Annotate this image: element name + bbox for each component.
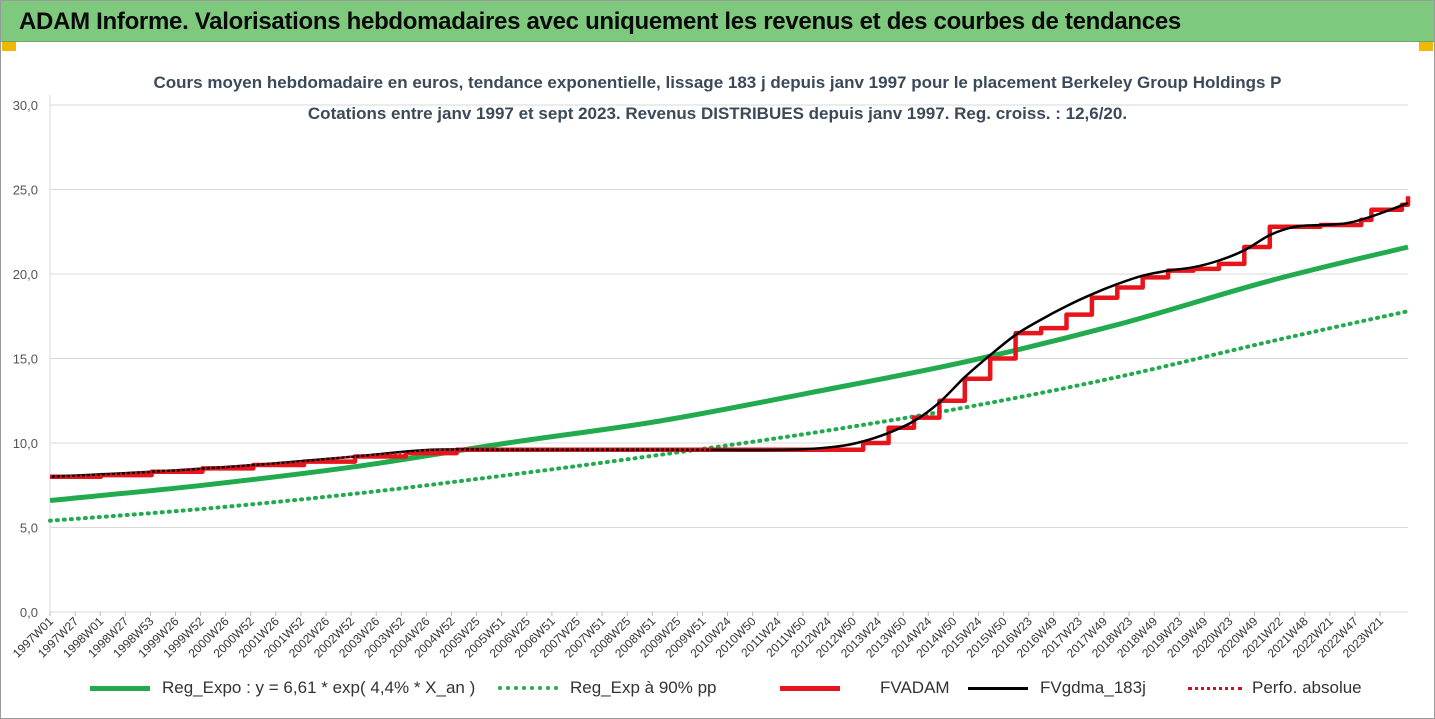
series-lines — [48, 196, 1411, 523]
legend-label-fvadam: FVADAM — [880, 678, 950, 697]
legend-label-reg-expo: Reg_Expo : y = 6,61 * exp( 4,4% * X_an ) — [162, 678, 476, 697]
series-line-fvgdma — [49, 201, 1409, 479]
legend-label-perfo: Perfo. absolue — [1252, 678, 1362, 697]
series-line-fvadam — [50, 196, 1411, 480]
legend-swatch-reg-exp90 — [498, 686, 558, 690]
legend-label-fvgdma: FVgdma_183j — [1040, 678, 1146, 697]
series-line-perfo — [49, 448, 711, 479]
gridlines — [49, 95, 1408, 613]
x-axis-ticks: 1997W011997W271998W011998W271998W531999W… — [10, 612, 1386, 660]
chart-title-line1: Cours moyen hebdomadaire en euros, tenda… — [153, 73, 1282, 92]
corner-marker-left — [2, 42, 16, 51]
y-tick-label: 10,0 — [13, 436, 38, 451]
report-title: ADAM Informe. Valorisations hebdomadaire… — [19, 8, 1181, 35]
y-tick-label: 25,0 — [13, 183, 38, 198]
corner-marker-right — [1419, 42, 1433, 51]
y-tick-label: 0,0 — [20, 605, 38, 620]
legend-swatch-perfo — [1188, 687, 1242, 690]
y-tick-label: 5,0 — [20, 521, 38, 536]
series-line-reg-exp90 — [48, 309, 1410, 523]
chart-legend: Reg_Expo : y = 6,61 * exp( 4,4% * X_an )… — [0, 676, 1435, 702]
chart-title-line2: Cotations entre janv 1997 et sept 2023. … — [307, 104, 1128, 123]
y-tick-label: 15,0 — [13, 352, 38, 367]
report-banner: ADAM Informe. Valorisations hebdomadaire… — [1, 1, 1434, 42]
y-tick-label: 30,0 — [13, 98, 38, 113]
legend-label-reg-exp90: Reg_Exp à 90% pp — [570, 678, 717, 697]
legend-swatch-reg-expo — [90, 686, 150, 691]
y-axis-ticks: 0,0 5,0 10,0 15,0 20,0 25,0 30,0 — [13, 98, 38, 620]
legend-swatch-fvadam — [780, 686, 840, 691]
y-tick-label: 20,0 — [13, 267, 38, 282]
series-line-reg-expo — [49, 244, 1409, 503]
legend-swatch-fvgdma — [968, 687, 1028, 690]
